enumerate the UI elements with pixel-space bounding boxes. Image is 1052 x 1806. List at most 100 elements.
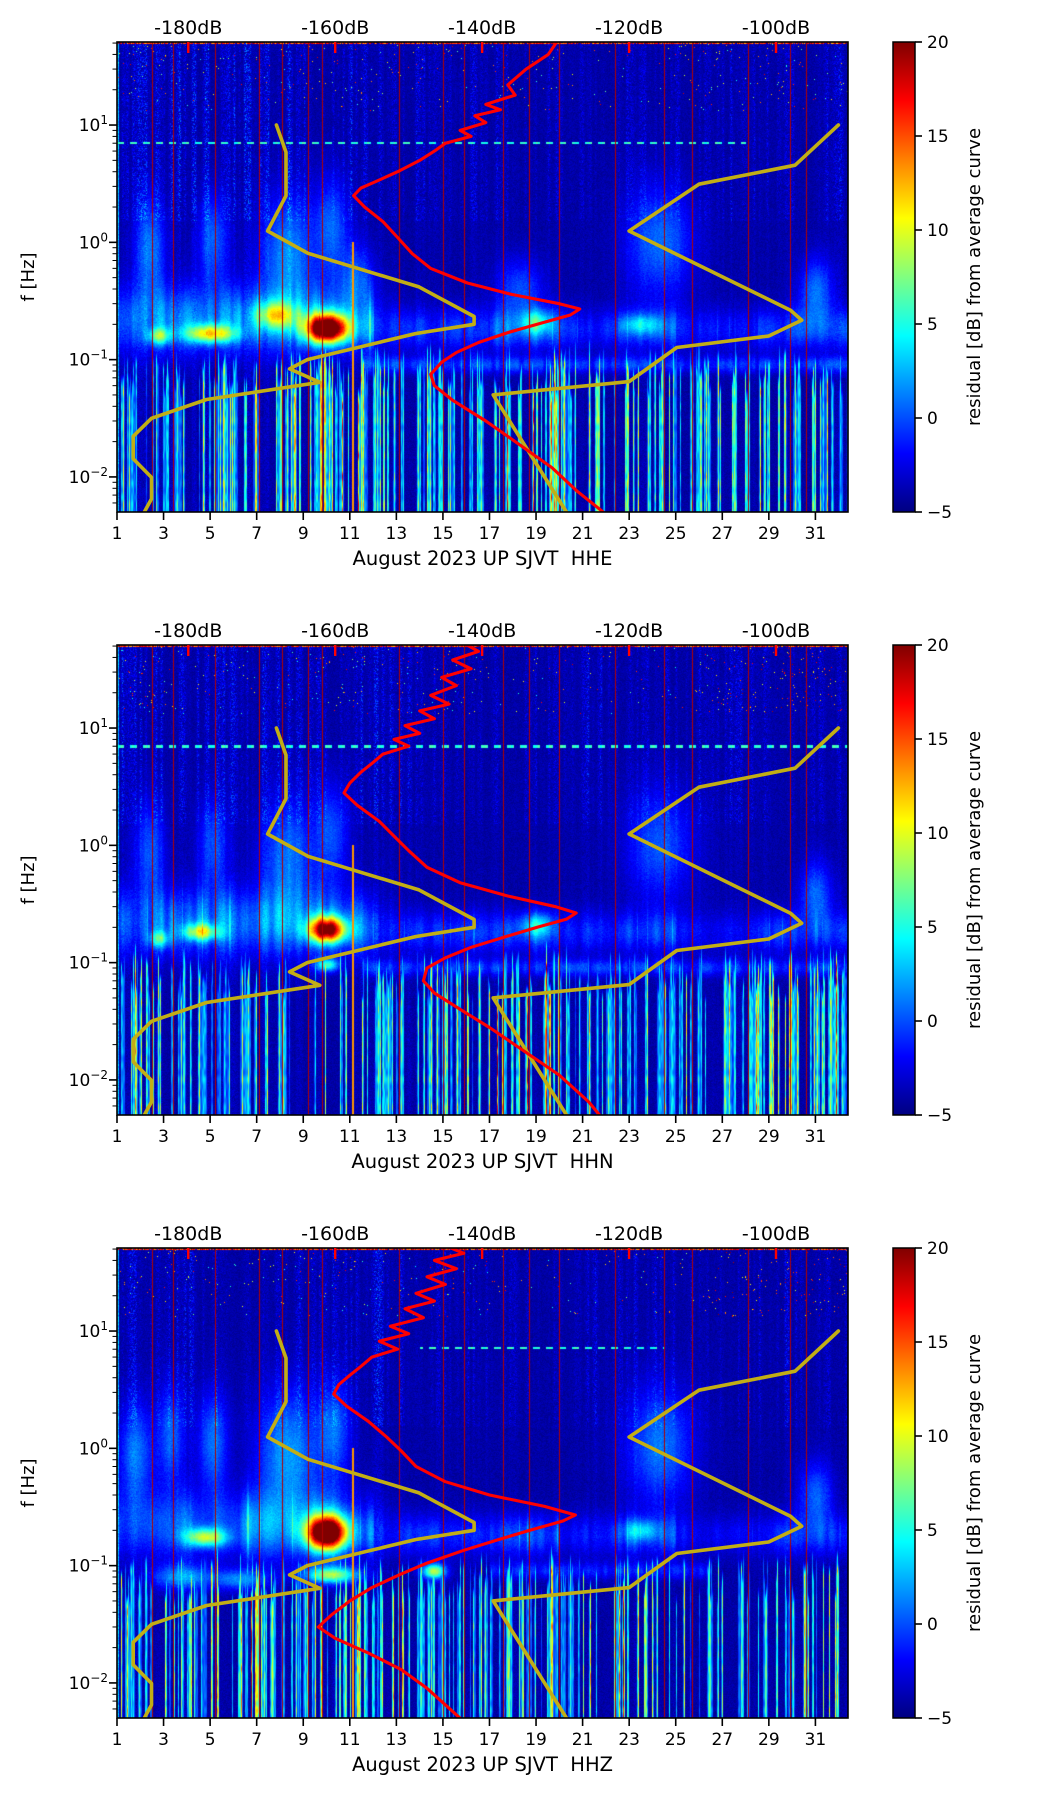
- x-tick-label: 3: [158, 1127, 169, 1147]
- colorbar: [893, 645, 915, 1115]
- x-tick-label: 31: [805, 1127, 827, 1147]
- colorbar-tick-label: 15: [927, 730, 949, 750]
- y-tick-label: 10−2: [69, 465, 108, 488]
- x-tick-label: 9: [298, 1127, 309, 1147]
- x-tick-label: 3: [158, 524, 169, 544]
- colorbar-tick-label: 20: [927, 33, 949, 53]
- psd-average-curve: [352, 42, 605, 512]
- nlnm-curve: [131, 123, 476, 512]
- top-axis-label: -140dB: [448, 17, 516, 39]
- x-tick-label: 7: [251, 1730, 262, 1750]
- x-tick-label: 13: [386, 524, 408, 544]
- colorbar-tick-label: −5: [927, 1709, 952, 1729]
- top-axis-label: -100dB: [742, 1223, 810, 1245]
- colorbar-border: [892, 644, 916, 1116]
- x-tick-label: 23: [618, 524, 640, 544]
- y-tick-label: 101: [79, 716, 108, 739]
- y-tick-label: 10−2: [69, 1671, 108, 1694]
- nhnm-curve: [491, 1329, 841, 1718]
- x-tick-label: 29: [758, 1127, 780, 1147]
- colorbar-tick-label: 0: [927, 409, 938, 429]
- nlnm-curve: [131, 726, 476, 1115]
- y-tick-label: 10−2: [69, 1068, 108, 1091]
- x-tick-label: 19: [525, 1730, 547, 1750]
- top-axis-label: -120dB: [595, 620, 663, 642]
- y-tick-label: 10−1: [69, 951, 108, 974]
- x-tick-label: 5: [205, 1730, 216, 1750]
- colorbar-tick-label: 5: [927, 918, 938, 938]
- top-axis-label: -120dB: [595, 1223, 663, 1245]
- y-tick-label: 100: [79, 1436, 108, 1459]
- top-axis-label: -160dB: [301, 17, 369, 39]
- x-tick-label: 27: [711, 1730, 733, 1750]
- x-tick-label: 17: [479, 1730, 501, 1750]
- x-tick-label: 27: [711, 524, 733, 544]
- colorbar-tick-label: 20: [927, 636, 949, 656]
- colorbar-tick-label: 5: [927, 1521, 938, 1541]
- y-axis-title: f [Hz]: [18, 252, 39, 301]
- x-tick-label: 19: [525, 1127, 547, 1147]
- x-tick-label: 21: [572, 524, 594, 544]
- x-tick-label: 9: [298, 1730, 309, 1750]
- panel-title: August 2023 UP SJVT HHZ: [352, 1753, 613, 1776]
- top-axis-label: -160dB: [301, 1223, 369, 1245]
- plot-border: [116, 1247, 849, 1719]
- colorbar-tick-label: 10: [927, 824, 949, 844]
- x-tick-label: 23: [618, 1730, 640, 1750]
- top-axis-label: -140dB: [448, 620, 516, 642]
- top-axis-label: -120dB: [595, 17, 663, 39]
- x-tick-label: 21: [572, 1127, 594, 1147]
- colorbar: [893, 42, 915, 512]
- x-tick-label: 15: [432, 524, 454, 544]
- x-tick-label: 1: [112, 1730, 123, 1750]
- x-tick-label: 29: [758, 1730, 780, 1750]
- x-tick-label: 29: [758, 524, 780, 544]
- colorbar-tick-label: 10: [927, 1427, 949, 1447]
- x-tick-label: 31: [805, 524, 827, 544]
- colorbar-tick-label: 0: [927, 1012, 938, 1032]
- y-tick-label: 100: [79, 833, 108, 856]
- top-axis-label: -100dB: [742, 620, 810, 642]
- x-tick-label: 7: [251, 524, 262, 544]
- y-axis-title: f [Hz]: [18, 1458, 39, 1507]
- y-axis-title: f [Hz]: [18, 855, 39, 904]
- x-tick-label: 13: [386, 1127, 408, 1147]
- x-tick-label: 23: [618, 1127, 640, 1147]
- colorbar-tick-label: −5: [927, 1106, 952, 1126]
- colorbar-tick-label: 15: [927, 127, 949, 147]
- colorbar-border: [892, 41, 916, 513]
- y-tick-label: 101: [79, 113, 108, 136]
- y-tick-label: 101: [79, 1319, 108, 1342]
- panel-title: August 2023 UP SJVT HHN: [351, 1150, 613, 1173]
- x-tick-label: 21: [572, 1730, 594, 1750]
- x-tick-label: 1: [112, 1127, 123, 1147]
- colorbar-tick-label: 10: [927, 221, 949, 241]
- x-tick-label: 27: [711, 1127, 733, 1147]
- x-tick-label: 25: [665, 1730, 687, 1750]
- colorbar-tick-label: −5: [927, 503, 952, 523]
- colorbar-label: residual [dB] from average curve: [964, 1334, 985, 1632]
- top-axis-label: -180dB: [154, 1223, 222, 1245]
- colorbar-border: [892, 1247, 916, 1719]
- plot-border: [116, 644, 849, 1116]
- nhnm-curve: [491, 123, 841, 512]
- top-axis-label: -100dB: [742, 17, 810, 39]
- x-tick-label: 17: [479, 1127, 501, 1147]
- psd-average-curve: [342, 645, 602, 1115]
- top-axis-label: -180dB: [154, 620, 222, 642]
- x-tick-label: 15: [432, 1127, 454, 1147]
- x-tick-label: 1: [112, 524, 123, 544]
- colorbar-tick-label: 20: [927, 1239, 949, 1259]
- top-axis-label: -140dB: [448, 1223, 516, 1245]
- x-tick-label: 11: [339, 1730, 361, 1750]
- colorbar-label: residual [dB] from average curve: [964, 128, 985, 426]
- top-axis-label: -160dB: [301, 620, 369, 642]
- nhnm-curve: [491, 726, 841, 1115]
- x-tick-label: 17: [479, 524, 501, 544]
- x-tick-label: 25: [665, 1127, 687, 1147]
